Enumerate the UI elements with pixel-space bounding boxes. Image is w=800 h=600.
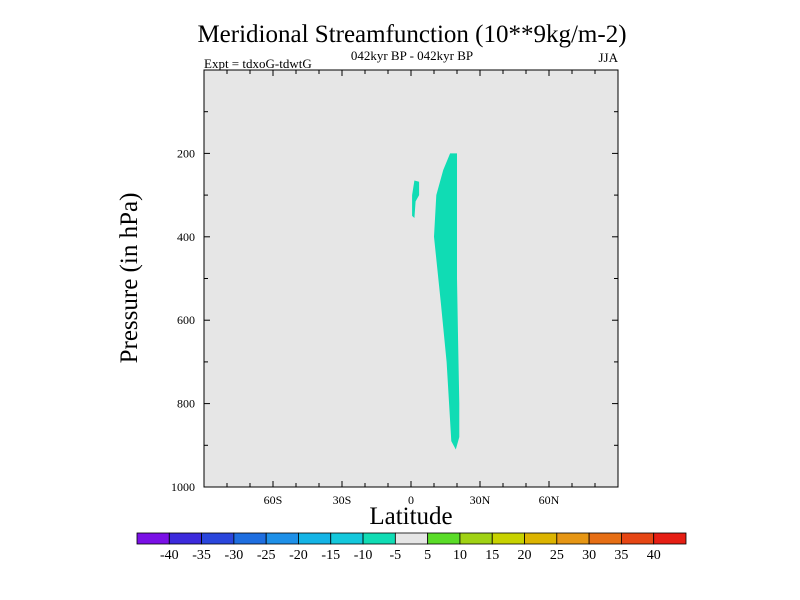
colorbar-label: -10: [354, 548, 373, 563]
colorbar-swatch: [524, 532, 558, 545]
colorbar-label: 25: [550, 548, 564, 563]
y-tick-labels: 200 400 600 800 1000: [171, 146, 195, 494]
colorbar-swatch: [330, 532, 364, 545]
colorbar-swatch: [653, 532, 687, 545]
chart-subtitle-right: JJA: [598, 50, 618, 65]
colorbar-label: -40: [160, 548, 179, 563]
x-tick-label: 30N: [470, 493, 491, 507]
axis-ticks: [203, 70, 619, 488]
x-axis-label: Latitude: [369, 503, 452, 530]
colorbar-label: -35: [192, 548, 211, 563]
contour-region-1: [434, 153, 460, 450]
colorbar-swatch: [491, 532, 525, 545]
colorbar-label: -25: [257, 548, 276, 563]
colorbar-label: -15: [321, 548, 340, 563]
colorbar-swatch: [588, 532, 622, 545]
colorbar-swatch: [201, 532, 235, 545]
colorbar-label: 40: [647, 548, 661, 563]
chart-subtitle-center: 042kyr BP - 042kyr BP: [351, 48, 473, 63]
y-tick-label: 400: [177, 230, 195, 244]
colorbar-label: 5: [424, 548, 431, 563]
colorbar-labels: -40 -35 -30 -25 -20 -15 -10 -5 5 10 15 20 25 30 35 40: [160, 548, 661, 563]
y-tick-label: 200: [177, 146, 195, 160]
colorbar-swatch: [556, 532, 590, 545]
contour-layer: [412, 153, 460, 450]
colorbar-swatch: [459, 532, 493, 545]
colorbar-label: 30: [582, 548, 596, 563]
colorbar-label: 20: [518, 548, 532, 563]
chart-title: Meridional Streamfunction (10**9kg/m-2): [197, 21, 626, 48]
colorbar-swatch: [362, 532, 396, 545]
colorbar-swatch: [233, 532, 267, 545]
y-tick-label: 800: [177, 397, 195, 411]
colorbar-label: 35: [614, 548, 628, 563]
colorbar-swatch: [621, 532, 655, 545]
plot-area: [204, 70, 618, 487]
colorbar-label: -30: [225, 548, 244, 563]
colorbar-swatch: [298, 532, 332, 545]
contour-region-2: [412, 180, 420, 218]
colorbar-label: -5: [390, 548, 402, 563]
colorbar-label: 10: [453, 548, 467, 563]
x-tick-label: 0: [408, 493, 414, 507]
colorbar-swatch: [265, 532, 299, 545]
colorbar-label: 15: [485, 548, 499, 563]
x-tick-labels: 60S 30S 0 30N 60N: [264, 493, 560, 507]
colorbar-swatch: [136, 532, 170, 545]
colorbar: [136, 532, 687, 545]
y-tick-label: 1000: [171, 480, 195, 494]
y-axis-label: Pressure (in hPa): [116, 193, 143, 364]
x-tick-label: 30S: [333, 493, 352, 507]
x-tick-label: 60S: [264, 493, 283, 507]
colorbar-swatch: [394, 532, 429, 545]
colorbar-swatch: [168, 532, 202, 545]
chart-subtitle-left: Expt = tdxoG-tdwtG: [204, 56, 312, 71]
x-tick-label: 60N: [539, 493, 560, 507]
y-tick-label: 600: [177, 313, 195, 327]
colorbar-label: -20: [289, 548, 308, 563]
colorbar-swatch: [427, 532, 461, 545]
